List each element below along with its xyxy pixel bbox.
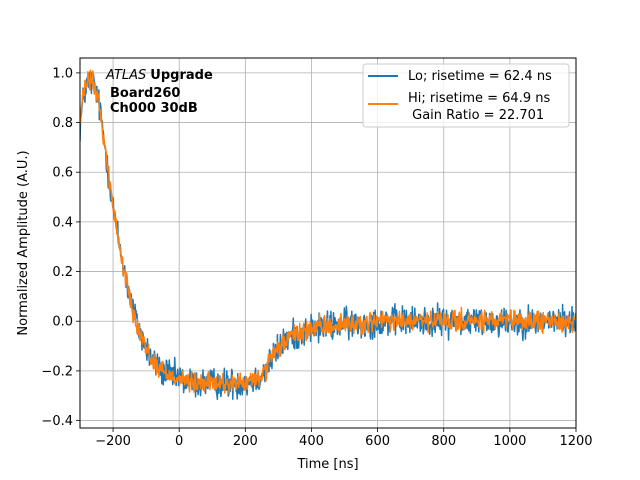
annotation-atlas: ATLAS (105, 68, 146, 83)
legend: Lo; risetime = 62.4 ns Hi; risetime = 64… (362, 63, 570, 128)
annotation-line-1: ATLAS Upgrade (105, 68, 213, 83)
y-axis-label: Normalized Amplitude (A.U.) (16, 150, 31, 335)
plot-frame (79, 57, 577, 429)
x-tick-label: 800 (431, 434, 456, 449)
y-tick-label: 0.4 (52, 215, 73, 230)
y-tick-label: 0.6 (52, 166, 73, 181)
annotation: ATLAS Upgrade Board260 Ch000 30dB (105, 68, 213, 116)
series-line-hi (80, 69, 576, 395)
y-tick-label: 0.2 (52, 265, 73, 280)
x-tick-label: 1200 (559, 434, 592, 449)
x-tick-label: 1000 (493, 434, 526, 449)
legend-label-hi: Hi; risetime = 64.9 ns Gain Ratio = 22.7… (408, 91, 550, 123)
x-tick-label: −200 (95, 434, 131, 449)
y-tick-label: −0.4 (41, 414, 73, 429)
x-axis-label: Time [ns] (296, 457, 358, 472)
legend-label-hi-line: Hi; risetime = 64.9 ns (408, 91, 550, 106)
y-tick-label: −0.2 (41, 364, 73, 379)
y-tick-label: 1.0 (52, 66, 73, 81)
annotation-board: Board260 (110, 86, 180, 101)
x-tick-label: 400 (299, 434, 324, 449)
x-tick-label: 200 (233, 434, 258, 449)
y-tick-label: 0.8 (52, 116, 73, 131)
annotation-upgrade: Upgrade (150, 68, 213, 83)
y-tick-label: 0.0 (52, 315, 73, 330)
legend-label-lo: Lo; risetime = 62.4 ns (408, 69, 552, 84)
x-tick-label: 600 (365, 434, 390, 449)
annotation-channel: Ch000 30dB (110, 101, 198, 116)
x-tick-label: 0 (175, 434, 183, 449)
series-layer (80, 69, 576, 401)
ticks: −200 0 200 400 600 800 1000 1200 −0.4 −0.2 0.0 0.2 0… (41, 66, 592, 449)
legend-box (362, 63, 570, 128)
legend-label-hi-line: Gain Ratio = 22.701 (408, 108, 544, 123)
